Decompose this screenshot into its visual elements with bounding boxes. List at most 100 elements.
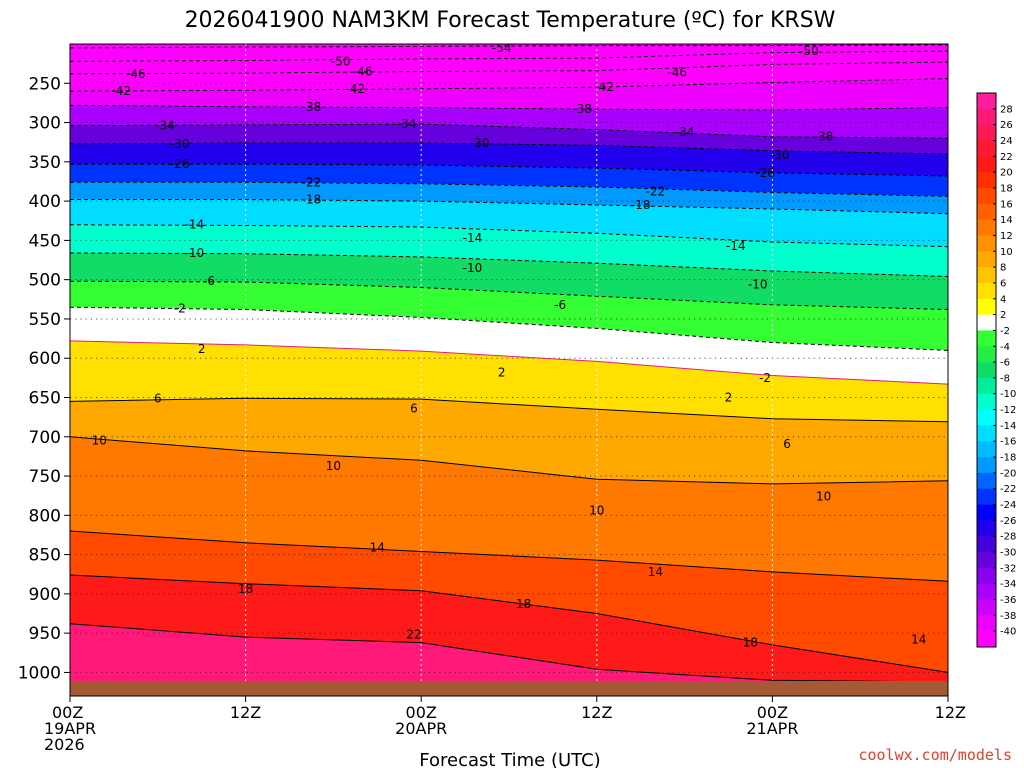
isotherm-label: -46 [126,67,146,81]
colorbar-label: -2 [1000,326,1010,337]
colorbar-label: -32 [1000,563,1016,574]
colorbar-label: -22 [1000,484,1016,495]
colorbar-swatch [977,108,996,125]
y-tick-label: 900 [29,585,61,605]
colorbar-swatch [977,93,996,110]
isotherm-label: -46 [353,64,373,78]
colorbar-label: -18 [1000,453,1016,464]
grid-lines [70,44,948,696]
isotherm-label: 14 [911,632,926,646]
x-tick-label: 12Z [935,703,966,722]
isotherm-label: -38 [572,102,592,116]
colorbar-label: -30 [1000,548,1016,559]
colorbar-swatch [977,346,996,363]
colorbar-swatch [977,219,996,236]
colorbar-frame [976,92,997,648]
colorbar-label: -6 [1000,358,1010,369]
isotherm-line [70,142,948,155]
colorbar-label: -26 [1000,516,1016,527]
y-tick-label: 400 [29,192,61,212]
y-tick-label: 950 [29,624,61,644]
colorbar-label: -16 [1000,437,1016,448]
colorbar-label: -36 [1000,595,1016,606]
y-tick-label: 450 [29,231,61,251]
isotherm-label: -54 [492,41,512,55]
colorbar-label: 2 [1000,310,1006,321]
isotherm-label: -38 [814,130,834,144]
colorbar-swatch [977,536,996,553]
isotherm-label: -14 [726,239,746,253]
isotherm-label: -26 [755,166,775,180]
isotherm-label: 18 [238,582,253,596]
y-tick-label: 500 [29,271,61,291]
isotherm-label: -10 [463,261,483,275]
isotherm-line [70,397,948,423]
isotherm-label: 10 [326,459,341,473]
isotherm-label: -6 [203,274,215,288]
x-tick-label: 12Z [581,703,612,722]
isotherm-line [70,104,948,111]
isotherm-label: -6 [554,298,566,312]
y-tick-label: 650 [29,388,61,408]
isotherm-label: -34 [397,117,417,131]
colorbar-swatch [977,187,996,205]
isotherm-line [70,123,948,139]
y-tick-label: 750 [29,467,61,487]
colorbar-label: -38 [1000,611,1016,622]
colorbar-label: -8 [1000,373,1010,384]
colorbar-swatch [977,203,996,220]
colorbar-label: 8 [1000,263,1006,274]
colorbar-swatch [977,124,996,141]
colorbar-swatch [977,472,996,490]
colorbar-swatch [977,488,996,505]
colorbar-swatch [977,282,996,300]
isotherm-label: -38 [302,100,322,114]
isotherm-label: 14 [648,565,663,579]
colorbar-label: 4 [1000,294,1006,305]
colorbar-label: -40 [1000,627,1016,638]
x-tick-label: 21APR [746,719,798,738]
colorbar-label: -12 [1000,405,1016,416]
colorbar-label: 22 [1000,152,1013,163]
x-tick-label: 20APR [395,719,447,738]
isotherm-line [70,50,948,62]
isotherm-line [70,574,948,673]
plot-frame [69,43,949,697]
colorbar-swatch [977,441,996,458]
isotherm-label: -50 [331,54,351,68]
isotherm-label: -34 [155,119,175,133]
isotherm-line [70,44,948,49]
colorbar-swatch [977,314,996,331]
colorbar-label: 24 [1000,136,1013,147]
isotherm-label: -34 [675,125,695,139]
y-tick-label: 850 [29,546,61,566]
isotherm-label: -50 [799,44,819,58]
colorbar-swatch [977,425,996,442]
y-tick-label: 300 [29,114,61,134]
x-tick-label: 00Z [406,703,437,722]
isotherm-label: 14 [370,541,385,555]
isotherm-label: -26 [170,157,190,171]
colorbar-swatch [977,393,996,410]
x-tick-label: 2026 [44,735,85,754]
isotherm-lines [70,44,948,683]
colorbar-label: -34 [1000,579,1016,590]
colorbar-swatch [977,298,996,315]
isotherm-label: 2 [725,390,733,404]
isotherm-line [70,61,948,75]
isotherm-label: -42 [594,80,614,94]
chart-title: 2026041900 NAM3KM Forecast Temperature (… [185,8,836,33]
isotherm-labels: -54-50-50-46 -46 -46-42 -42 -42-38 -38-38-34-… [92,41,927,650]
x-tick-label: 19APR [44,719,96,738]
ground-surface [70,681,948,696]
isotherm-label: -30 [470,136,490,150]
colorbar-swatch [977,504,996,521]
isotherm-line [70,181,948,197]
colorbar-label: 6 [1000,278,1006,289]
isotherm-line [70,199,948,215]
colorbar-swatch [977,552,996,569]
isotherm-label: -22 [302,175,322,189]
isotherm-line [70,340,948,385]
colorbar-swatch [977,457,996,474]
